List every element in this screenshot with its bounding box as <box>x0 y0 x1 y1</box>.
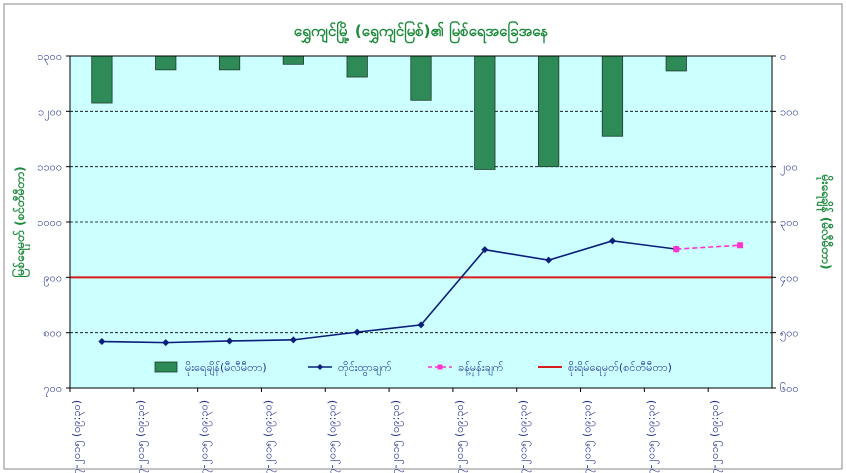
left-axis-tick-label: ၁၁၀၀ <box>37 161 62 174</box>
right-axis-tick-label: ၅၀၀ <box>780 327 799 342</box>
left-axis-tick-label: ၁၃၀၀ <box>37 50 62 65</box>
measured-line <box>101 239 677 344</box>
measured-point <box>417 321 425 329</box>
forecast-point <box>737 242 744 249</box>
left-axis-tick-label: ၉၀၀ <box>43 271 62 286</box>
rainfall-bar <box>474 55 496 170</box>
forecast-point <box>673 246 680 253</box>
measured-point <box>226 337 234 345</box>
measured-point <box>98 338 106 346</box>
left-axis-tick-label: ၈၀၀ <box>43 327 62 340</box>
rainfall-bar <box>218 55 241 71</box>
measured-point <box>353 328 361 336</box>
measured-point <box>289 336 297 344</box>
legend-label: ခန့်မှန်းချက် <box>458 361 504 376</box>
right-axis-tick-label: ၃၀၀ <box>780 216 799 231</box>
measured-point <box>545 256 553 264</box>
rainfall-bar <box>282 55 304 65</box>
measured-point <box>481 246 489 254</box>
x-axis-tick-label: ၁၉-၇-၂၀၁၅ (၀၉:၃၀) <box>70 400 85 473</box>
x-axis-tick-label: ၂၃-၇-၂၀၁၅ (၀၉:၃၀) <box>325 400 340 473</box>
legend-label: တိုင်းထွာချက် <box>338 361 392 376</box>
rainfall-bar <box>346 55 368 78</box>
right-axis-tick-label: ၁၀၀ <box>780 105 799 118</box>
x-axis-tick-label: ၂၂-၇-၂၀၁၅ (၀၉:၃၀) <box>261 400 276 473</box>
legend-marker-forecast <box>437 364 443 370</box>
right-axis-tick-label: ၆၀၀ <box>780 382 799 395</box>
x-axis-tick-label: ၂၅-၇-၂၀၁၅ (၀၉:၃၀) <box>453 400 468 473</box>
x-axis-tick-label: ၂၄-၇-၂၀၁၅ (၀၉:၃၀) <box>389 400 404 473</box>
measured-point <box>608 237 616 245</box>
legend-label: မိုးရေချိန်(မီလီမီတာ) <box>185 361 267 376</box>
left-axis-tick-label: ၁၀၀၀ <box>37 216 62 229</box>
legend-marker-measured <box>317 364 323 370</box>
measured-point <box>162 339 170 347</box>
right-axis-tick-label: ၀ <box>780 50 786 63</box>
rainfall-bar <box>410 55 432 101</box>
legend-swatch-rainfall <box>154 361 178 373</box>
rainfall-bar <box>665 55 687 72</box>
x-axis-tick-label: ၂၉-၇-၂၀၁၅ (၀၉:၃၀) <box>708 400 723 473</box>
right-axis-tick-label: ၄၀၀ <box>780 271 799 286</box>
left-axis-title: မြစ်ရေမှတ် (စင်တီမီတာ) <box>10 166 31 277</box>
x-axis-tick-label: ၂၈-၇-၂၀၁၅ (၀၉:၃၀) <box>644 400 659 473</box>
right-axis-title: မိုးရေချိန် (မီလီမီတာ) <box>815 174 835 270</box>
rainfall-bar <box>601 55 624 137</box>
x-axis-tick-label: ၂၀-၇-၂၀၁၅ (၀၉:၃၀) <box>134 400 149 473</box>
rainfall-bar <box>155 55 177 71</box>
right-axis-tick-label: ၂၀၀ <box>780 161 798 176</box>
left-axis-tick-label: ၇၀၀ <box>43 382 62 397</box>
x-axis-tick-label: ၂၇-၇-၂၀၁၅ (၀၉:၃၀) <box>581 400 596 473</box>
rainfall-bar <box>538 55 560 168</box>
x-axis-tick-label: ၂၁-၇-၂၀၁၅ (၀၉:၃၀) <box>198 400 213 473</box>
left-axis-tick-label: ၁၂၀၀ <box>38 105 62 120</box>
forecast-line <box>676 244 741 250</box>
x-axis-tick-label: ၂၆-၇-၂၀၁၅ (၀၉:၃၀) <box>517 400 532 473</box>
legend-label: စိုးရိမ်ရေမှတ်(စင်တီမီတာ) <box>568 361 672 376</box>
rainfall-bar <box>91 55 113 104</box>
